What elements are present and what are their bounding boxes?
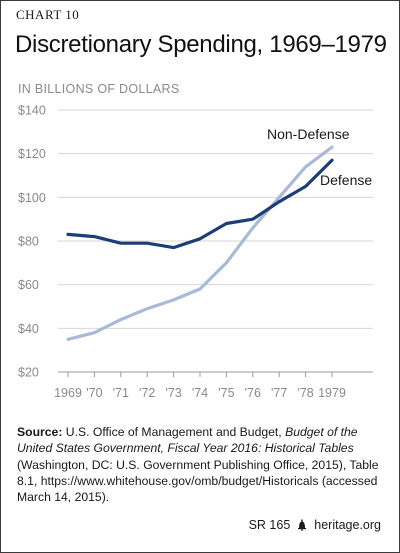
x-tick-label: '71	[113, 386, 129, 400]
source-italic: Budget of the United States Government, …	[17, 425, 358, 456]
site-name: heritage.org	[314, 518, 381, 532]
y-tick-label: $60	[18, 278, 39, 292]
x-tick-label: '76	[245, 386, 261, 400]
source-text-1: U.S. Office of Management and Budget,	[65, 425, 282, 439]
series-label-non-defense: Non-Defense	[267, 126, 350, 142]
x-tick-label: '74	[192, 386, 208, 400]
x-tick-label: '72	[139, 386, 155, 400]
x-tick-label: '78	[297, 386, 313, 400]
series-line-non-defense	[66, 145, 334, 341]
x-tick-label: 1979	[318, 386, 346, 400]
chart-subtitle: IN BILLIONS OF DOLLARS	[18, 82, 180, 96]
y-tick-label: $80	[18, 235, 39, 249]
x-tick-label: '75	[218, 386, 234, 400]
chart-number: CHART 10	[16, 7, 80, 22]
report-number: SR 165	[248, 518, 291, 532]
x-tick-label: '73	[165, 386, 181, 400]
y-tick-label: $20	[18, 366, 39, 380]
liberty-bell-icon	[298, 519, 307, 531]
chart-title: Discretionary Spending, 1969–1979	[15, 31, 387, 58]
y-tick-label: $120	[18, 147, 46, 161]
series-label-defense: Defense	[320, 172, 372, 188]
footer: SR 165 heritage.org	[249, 518, 381, 532]
x-tick-label: '77	[271, 386, 287, 400]
source-note: Source: U.S. Office of Management and Bu…	[17, 424, 387, 505]
line-chart: $20 $40 $60 $80 $100 $120 $140 1969 '70 '71 '72 '73…	[18, 104, 373, 400]
y-tick-label: $100	[18, 191, 46, 205]
source-label: Source:	[17, 425, 63, 439]
y-tick-label: $40	[18, 322, 39, 336]
y-tick-label: $140	[18, 104, 46, 118]
series-line-defense	[66, 158, 334, 250]
x-tick-label: 1969	[54, 386, 82, 400]
source-text-2: (Washington, DC: U.S. Government Publish…	[17, 457, 379, 505]
x-tick-label: '70	[86, 386, 102, 400]
